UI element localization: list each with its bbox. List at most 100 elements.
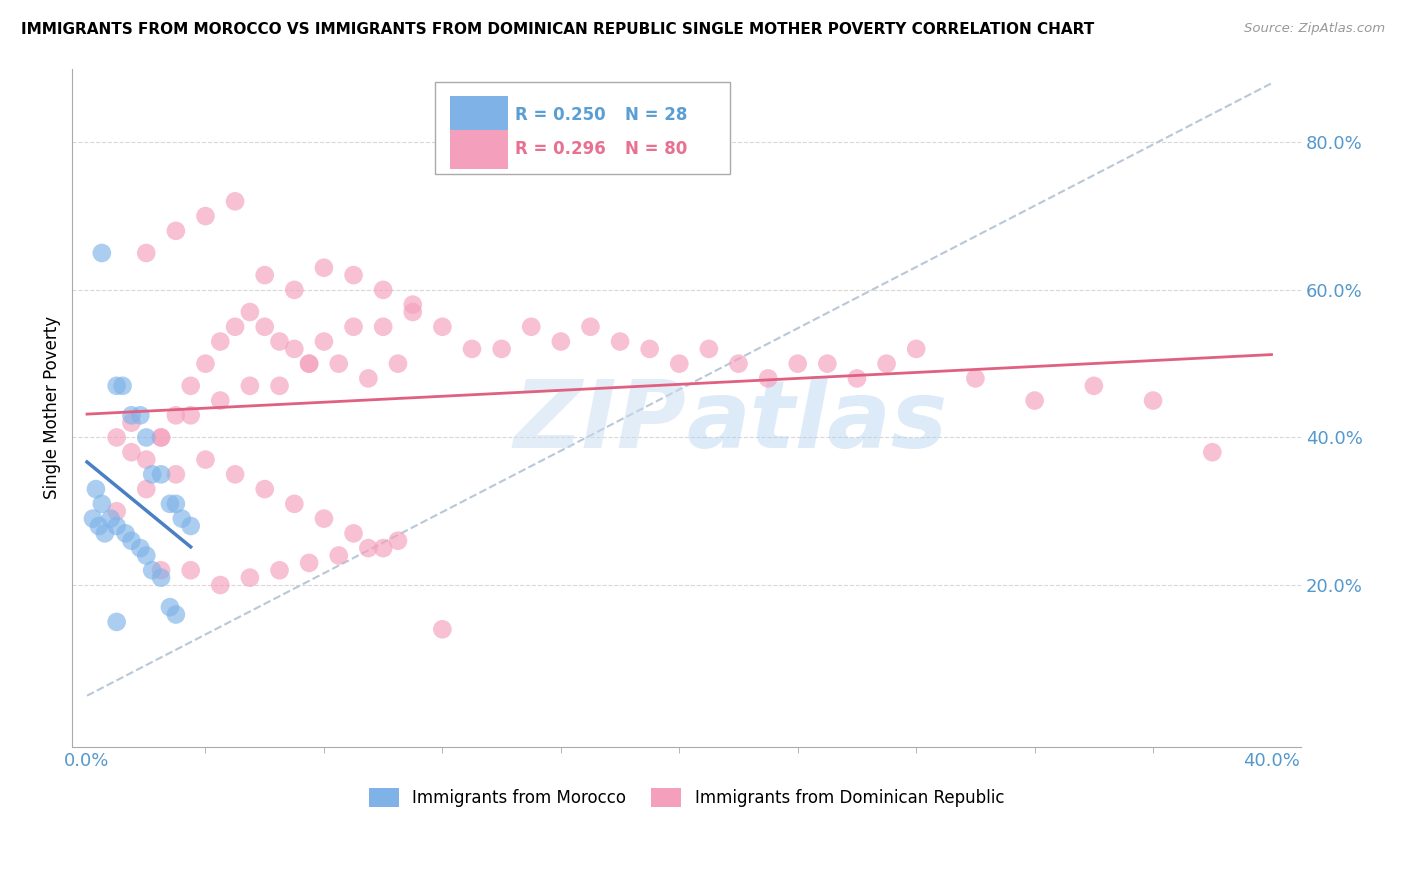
Point <box>105 504 128 518</box>
Point <box>357 371 380 385</box>
Point <box>579 319 602 334</box>
Point <box>135 482 157 496</box>
Point <box>100 511 122 525</box>
Point <box>239 571 262 585</box>
Point <box>373 541 395 555</box>
Point <box>180 409 202 423</box>
Point <box>387 533 409 548</box>
Point <box>312 334 335 349</box>
Text: atlas: atlas <box>686 376 948 467</box>
Point <box>357 541 380 555</box>
Point <box>638 342 661 356</box>
Point <box>87 519 110 533</box>
Point <box>84 482 107 496</box>
Point <box>150 571 173 585</box>
Point <box>727 357 749 371</box>
Point <box>550 334 572 349</box>
Point <box>224 319 246 334</box>
Point <box>105 430 128 444</box>
Point <box>135 549 157 563</box>
Point <box>402 298 425 312</box>
Point <box>165 409 187 423</box>
Point <box>1083 379 1105 393</box>
Point <box>1201 445 1223 459</box>
Point <box>120 445 142 459</box>
Point <box>342 319 364 334</box>
Point <box>141 563 163 577</box>
Point <box>298 357 321 371</box>
Point <box>269 334 291 349</box>
Point <box>298 556 321 570</box>
Point <box>253 268 276 282</box>
Point <box>209 393 232 408</box>
Point <box>224 194 246 209</box>
Point <box>387 357 409 371</box>
Point <box>120 416 142 430</box>
Point <box>194 452 217 467</box>
Point <box>432 319 454 334</box>
Point <box>114 526 136 541</box>
Point <box>269 379 291 393</box>
Point <box>905 342 928 356</box>
Text: IMMIGRANTS FROM MOROCCO VS IMMIGRANTS FROM DOMINICAN REPUBLIC SINGLE MOTHER POVE: IMMIGRANTS FROM MOROCCO VS IMMIGRANTS FR… <box>21 22 1094 37</box>
Point <box>90 246 112 260</box>
Point <box>120 533 142 548</box>
Point <box>150 467 173 482</box>
Point <box>150 563 173 577</box>
Point <box>180 519 202 533</box>
Point <box>965 371 987 385</box>
Point <box>756 371 779 385</box>
Point <box>111 379 134 393</box>
Point <box>432 622 454 636</box>
Point <box>461 342 484 356</box>
Point <box>298 357 321 371</box>
Point <box>1024 393 1046 408</box>
Point <box>312 511 335 525</box>
Point <box>491 342 513 356</box>
Legend: Immigrants from Morocco, Immigrants from Dominican Republic: Immigrants from Morocco, Immigrants from… <box>363 781 1011 814</box>
Point <box>209 334 232 349</box>
Point <box>328 549 350 563</box>
Point <box>373 283 395 297</box>
Text: N = 28: N = 28 <box>626 105 688 124</box>
Point <box>105 379 128 393</box>
Point <box>94 526 117 541</box>
FancyBboxPatch shape <box>434 82 730 174</box>
Text: N = 80: N = 80 <box>626 140 688 158</box>
Point <box>1142 393 1164 408</box>
Point <box>135 430 157 444</box>
Point <box>90 497 112 511</box>
Point <box>283 497 305 511</box>
Point <box>283 342 305 356</box>
Point <box>269 563 291 577</box>
Point <box>342 526 364 541</box>
Point <box>876 357 898 371</box>
Point <box>668 357 690 371</box>
Point <box>786 357 808 371</box>
Text: R = 0.296: R = 0.296 <box>515 140 606 158</box>
Point <box>697 342 720 356</box>
Point <box>170 511 193 525</box>
Y-axis label: Single Mother Poverty: Single Mother Poverty <box>44 317 60 500</box>
Point <box>159 497 181 511</box>
Point <box>165 607 187 622</box>
Point <box>159 600 181 615</box>
Point <box>135 246 157 260</box>
Point <box>194 209 217 223</box>
Text: Source: ZipAtlas.com: Source: ZipAtlas.com <box>1244 22 1385 36</box>
Point <box>82 511 104 525</box>
Point <box>150 430 173 444</box>
Point <box>209 578 232 592</box>
Point <box>609 334 631 349</box>
Point <box>120 409 142 423</box>
Point <box>194 357 217 371</box>
Point <box>165 467 187 482</box>
Point <box>283 283 305 297</box>
Point <box>180 563 202 577</box>
FancyBboxPatch shape <box>450 95 509 135</box>
Point <box>312 260 335 275</box>
Point <box>135 452 157 467</box>
Point <box>150 430 173 444</box>
Point <box>846 371 869 385</box>
Point <box>224 467 246 482</box>
